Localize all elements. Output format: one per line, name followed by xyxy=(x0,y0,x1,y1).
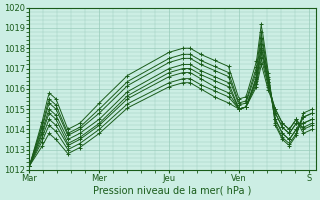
X-axis label: Pression niveau de la mer( hPa ): Pression niveau de la mer( hPa ) xyxy=(93,186,252,196)
